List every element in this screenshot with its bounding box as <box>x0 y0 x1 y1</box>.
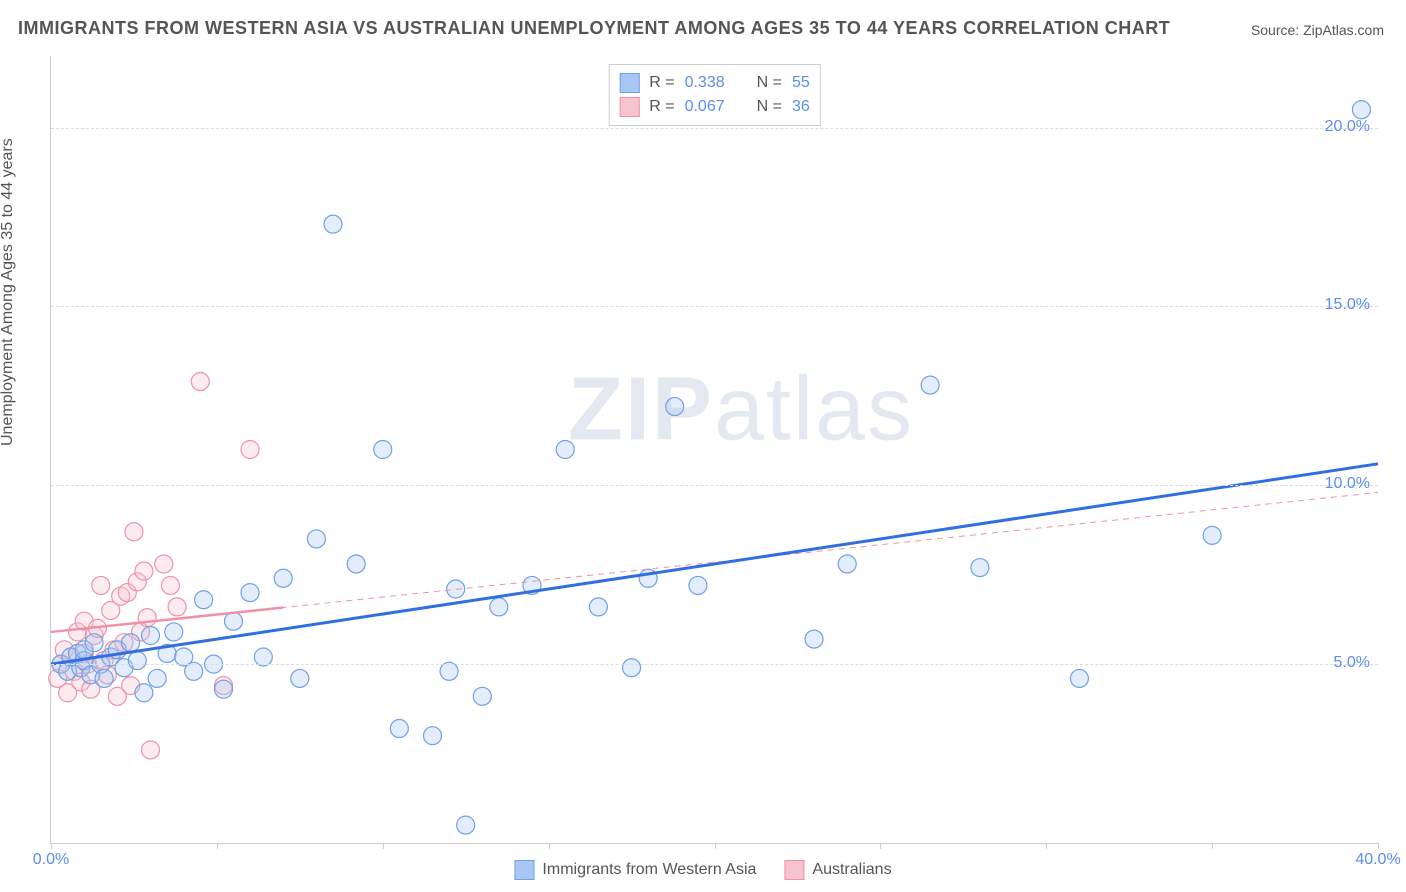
y-tick-label: 10.0% <box>1325 475 1370 493</box>
data-point-immigrants <box>1070 669 1088 687</box>
data-point-immigrants <box>274 569 292 587</box>
data-point-immigrants <box>291 669 309 687</box>
data-point-australians <box>135 562 153 580</box>
data-point-immigrants <box>224 612 242 630</box>
data-point-immigrants <box>195 591 213 609</box>
x-tick-mark <box>51 843 52 849</box>
x-tick-mark <box>383 843 384 849</box>
data-point-immigrants <box>473 687 491 705</box>
data-point-immigrants <box>122 634 140 652</box>
data-point-australians <box>155 555 173 573</box>
data-point-immigrants <box>1352 101 1370 119</box>
data-point-immigrants <box>490 598 508 616</box>
data-point-immigrants <box>307 530 325 548</box>
y-tick-label: 20.0% <box>1325 118 1370 136</box>
data-point-immigrants <box>556 441 574 459</box>
data-point-immigrants <box>838 555 856 573</box>
data-point-immigrants <box>689 576 707 594</box>
regression-line-immigrants <box>51 464 1378 664</box>
plot-area: ZIPatlas R = 0.338 N = 55 R = 0.067 N = … <box>50 56 1378 844</box>
data-point-immigrants <box>148 669 166 687</box>
gridline <box>51 306 1378 307</box>
data-point-australians <box>125 523 143 541</box>
x-tick-mark <box>1046 843 1047 849</box>
x-tick-mark <box>1378 843 1379 849</box>
data-point-australians <box>241 441 259 459</box>
data-point-australians <box>161 576 179 594</box>
scatter-svg <box>51 56 1378 843</box>
data-point-immigrants <box>374 441 392 459</box>
source-name: ZipAtlas.com <box>1303 22 1384 38</box>
legend-label-immigrants: Immigrants from Western Asia <box>542 861 756 879</box>
data-point-immigrants <box>623 659 641 677</box>
data-point-immigrants <box>805 630 823 648</box>
data-point-immigrants <box>135 684 153 702</box>
data-point-australians <box>92 576 110 594</box>
series-legend: Immigrants from Western Asia Australians <box>514 860 891 880</box>
data-point-immigrants <box>128 652 146 670</box>
data-point-immigrants <box>971 559 989 577</box>
gridline <box>51 485 1378 486</box>
data-point-immigrants <box>215 680 233 698</box>
data-point-australians <box>191 373 209 391</box>
x-tick-label: 0.0% <box>33 851 69 869</box>
x-tick-mark <box>1212 843 1213 849</box>
swatch-immigrants <box>514 860 534 880</box>
source-attribution: Source: ZipAtlas.com <box>1251 22 1384 38</box>
x-tick-label: 40.0% <box>1355 851 1400 869</box>
legend-item-australians: Australians <box>784 860 891 880</box>
data-point-immigrants <box>85 634 103 652</box>
data-point-immigrants <box>347 555 365 573</box>
data-point-immigrants <box>589 598 607 616</box>
data-point-australians <box>138 609 156 627</box>
data-point-immigrants <box>165 623 183 641</box>
x-tick-mark <box>549 843 550 849</box>
data-point-australians <box>168 598 186 616</box>
legend-label-australians: Australians <box>812 861 891 879</box>
data-point-immigrants <box>424 727 442 745</box>
data-point-immigrants <box>457 816 475 834</box>
chart-title: IMMIGRANTS FROM WESTERN ASIA VS AUSTRALI… <box>18 18 1170 39</box>
y-axis-label: Unemployment Among Ages 35 to 44 years <box>0 138 17 446</box>
x-tick-mark <box>715 843 716 849</box>
gridline <box>51 128 1378 129</box>
data-point-immigrants <box>921 376 939 394</box>
data-point-immigrants <box>666 398 684 416</box>
data-point-immigrants <box>1203 526 1221 544</box>
y-tick-label: 5.0% <box>1334 654 1370 672</box>
y-tick-label: 15.0% <box>1325 296 1370 314</box>
data-point-australians <box>142 741 160 759</box>
data-point-immigrants <box>241 584 259 602</box>
data-point-immigrants <box>390 720 408 738</box>
source-prefix: Source: <box>1251 22 1303 38</box>
gridline <box>51 664 1378 665</box>
swatch-australians <box>784 860 804 880</box>
data-point-immigrants <box>95 669 113 687</box>
x-tick-mark <box>217 843 218 849</box>
legend-item-immigrants: Immigrants from Western Asia <box>514 860 756 880</box>
x-tick-mark <box>880 843 881 849</box>
data-point-immigrants <box>142 627 160 645</box>
data-point-immigrants <box>324 215 342 233</box>
